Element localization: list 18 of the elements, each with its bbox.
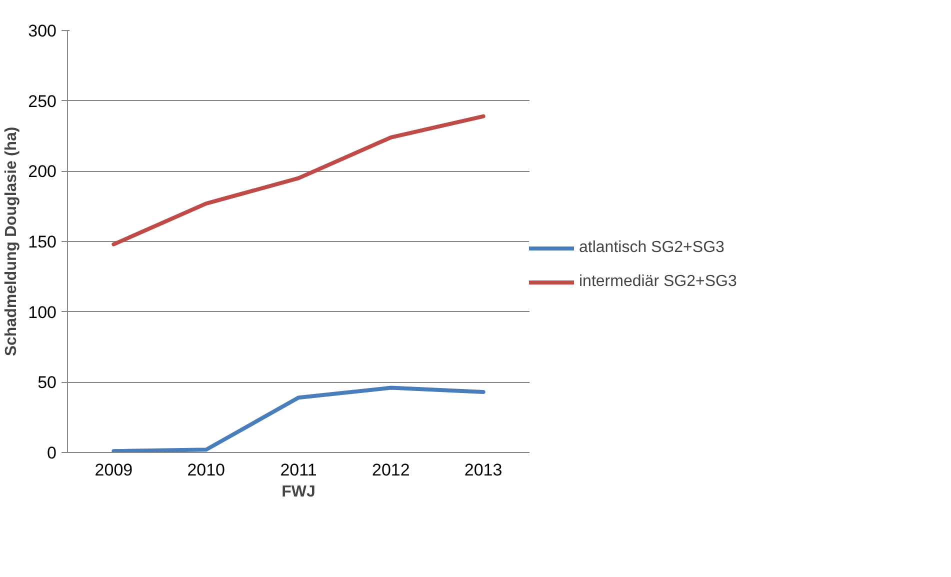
y-tick-label: 150: [28, 232, 57, 252]
x-tick-label: 2011: [280, 460, 317, 480]
x-tick-label: 2009: [94, 460, 133, 480]
line-series: [112, 386, 486, 452]
y-tick-label: 0: [47, 444, 57, 462]
x-tick-label: 2013: [464, 460, 502, 480]
x-tick-label: 2010: [187, 460, 226, 480]
y-tick-label: 300: [28, 22, 57, 40]
legend-label: intermediär SG2+SG3: [579, 273, 737, 291]
line-series: [112, 114, 486, 246]
y-tick-label: 250: [28, 92, 57, 111]
y-tick-label: 50: [38, 373, 57, 392]
y-tick-label: 100: [28, 302, 57, 322]
x-axis-title: FWJ: [282, 484, 316, 500]
y-axis-title: Schadmeldung Douglasie (ha): [3, 126, 20, 356]
legend-label: atlantisch SG2+SG3: [579, 239, 724, 257]
y-tick-label: 200: [28, 162, 57, 182]
x-tick-label: 2012: [372, 460, 410, 480]
